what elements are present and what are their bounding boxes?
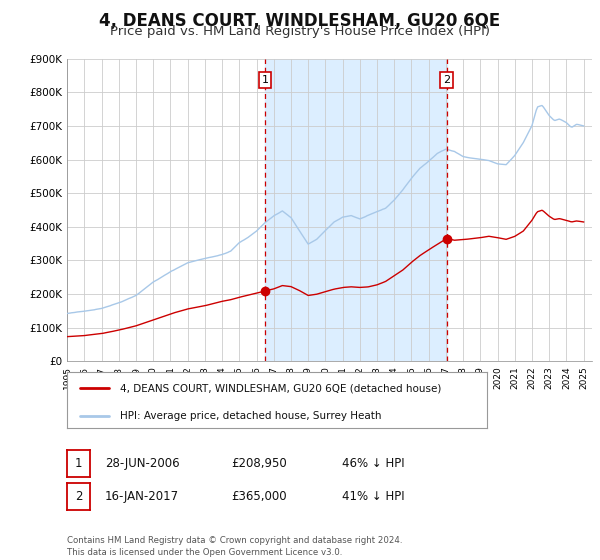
Text: 2: 2 — [443, 75, 451, 85]
Text: 2: 2 — [75, 489, 82, 503]
Text: 4, DEANS COURT, WINDLESHAM, GU20 6QE (detached house): 4, DEANS COURT, WINDLESHAM, GU20 6QE (de… — [120, 383, 441, 393]
Text: 41% ↓ HPI: 41% ↓ HPI — [342, 489, 404, 503]
Text: £365,000: £365,000 — [231, 489, 287, 503]
Text: 28-JUN-2006: 28-JUN-2006 — [105, 457, 179, 470]
Text: Price paid vs. HM Land Registry's House Price Index (HPI): Price paid vs. HM Land Registry's House … — [110, 25, 490, 38]
Text: 1: 1 — [262, 75, 268, 85]
Text: Contains HM Land Registry data © Crown copyright and database right 2024.
This d: Contains HM Land Registry data © Crown c… — [67, 536, 403, 557]
Text: 4, DEANS COURT, WINDLESHAM, GU20 6QE: 4, DEANS COURT, WINDLESHAM, GU20 6QE — [100, 12, 500, 30]
Text: HPI: Average price, detached house, Surrey Heath: HPI: Average price, detached house, Surr… — [120, 411, 381, 421]
Text: £208,950: £208,950 — [231, 457, 287, 470]
Text: 1: 1 — [75, 457, 82, 470]
Text: 46% ↓ HPI: 46% ↓ HPI — [342, 457, 404, 470]
Text: 16-JAN-2017: 16-JAN-2017 — [105, 489, 179, 503]
Bar — [265, 59, 447, 361]
